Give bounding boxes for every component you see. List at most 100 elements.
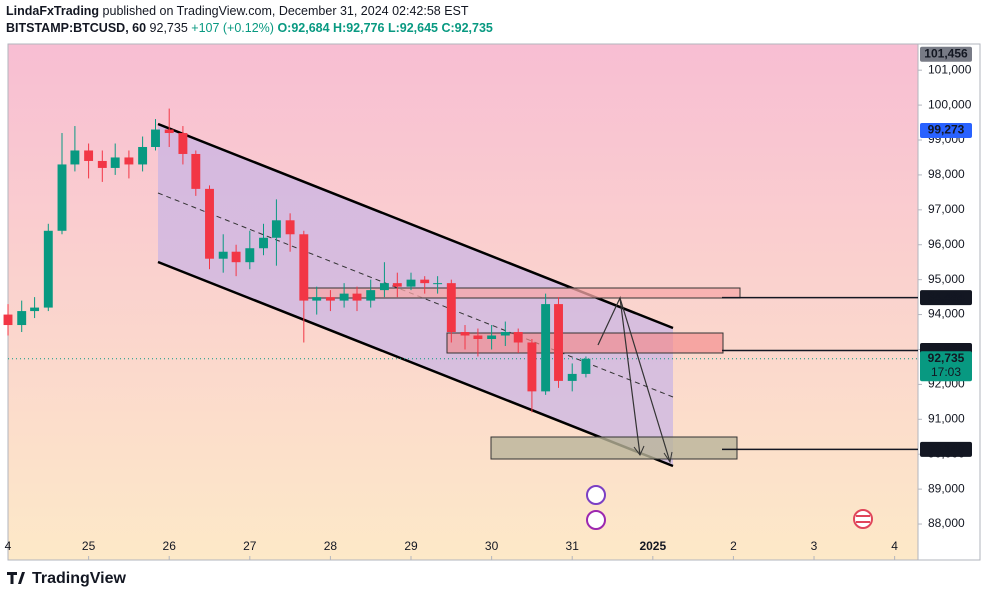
candle-body	[70, 150, 80, 165]
candle-body	[285, 220, 295, 235]
candle-body	[581, 358, 591, 374]
zone-upper	[299, 287, 741, 299]
candle-body	[124, 157, 134, 165]
price-label: 94,484	[928, 290, 965, 304]
candle-body	[271, 220, 281, 238]
candle-body	[110, 157, 120, 168]
x-tick-label: 2	[730, 539, 737, 553]
y-tick-label: 100,000	[928, 97, 972, 111]
candle-body	[366, 290, 376, 301]
candle-body	[164, 129, 174, 134]
candle-body	[30, 307, 40, 312]
candle-body	[84, 150, 94, 161]
candle-body	[299, 234, 309, 301]
x-tick-label: 4	[5, 539, 12, 553]
candle-body	[191, 153, 201, 189]
event-icon[interactable]	[586, 485, 606, 505]
header-line-1: LindaFxTrading published on TradingView.…	[6, 4, 469, 18]
symbol: BITSTAMP:BTCUSD, 60	[6, 21, 146, 35]
y-tick-label: 95,000	[928, 272, 965, 286]
channel-lower	[157, 260, 674, 468]
x-tick-label: 3	[811, 539, 818, 553]
price-label-box	[920, 290, 972, 306]
logo: TradingView	[7, 570, 127, 587]
price-label-box	[920, 46, 972, 62]
price-label: 101,456	[924, 46, 968, 60]
x-tick-label: 26	[163, 539, 177, 553]
x-tick-label: 25	[82, 539, 96, 553]
arrow-path-2	[619, 297, 671, 463]
y-tick-label: 96,000	[928, 237, 965, 251]
publisher: LindaFxTrading	[6, 4, 99, 18]
y-tick-label: 97,000	[928, 202, 965, 216]
candle-body	[43, 230, 53, 308]
candle-body	[460, 332, 470, 336]
candle-body	[231, 251, 241, 263]
candle-body	[57, 164, 67, 231]
x-tick-label: 4	[891, 539, 898, 553]
price-label: 99,273	[928, 123, 965, 137]
flag-icon[interactable]	[853, 509, 873, 529]
price-label: 92,735	[928, 351, 965, 365]
candle-body	[473, 335, 483, 340]
candle-body	[245, 248, 255, 263]
published: published on TradingView.com, December 3…	[103, 4, 469, 18]
x-tick-label: 29	[404, 539, 418, 553]
candle-body	[567, 373, 577, 381]
price-label-box	[920, 351, 972, 382]
header-line-2: BITSTAMP:BTCUSD, 60 92,735 +107 (+0.12%)…	[6, 21, 493, 35]
candle-body	[138, 146, 148, 165]
candle-body	[446, 283, 456, 333]
candle-body	[379, 283, 389, 291]
x-tick-label: 31	[566, 539, 580, 553]
candle-body	[487, 335, 497, 340]
price-countdown: 17:03	[931, 365, 961, 379]
arrow-head-1	[633, 445, 645, 456]
projection	[586, 295, 873, 530]
candle-body	[500, 332, 510, 336]
price-label-box	[920, 122, 972, 138]
candle-body	[178, 133, 188, 154]
candle-body	[527, 342, 537, 392]
candle-body	[513, 332, 523, 343]
y-tick-label: 88,000	[928, 516, 965, 530]
event-icon[interactable]	[586, 510, 606, 530]
logo-icon	[7, 572, 25, 584]
ohlc: O:92,684 H:92,776 L:92,645 C:92,735	[277, 21, 492, 35]
y-tick-label: 94,000	[928, 307, 965, 321]
candle-body	[420, 279, 430, 284]
candle-body	[218, 251, 228, 259]
candles	[3, 108, 591, 413]
arrow-head-2	[663, 451, 673, 464]
candle-body	[312, 297, 322, 301]
candle-body	[325, 297, 335, 301]
candle-body	[554, 304, 563, 381]
candle-body	[151, 129, 160, 147]
x-tick-label: 2025	[639, 539, 666, 553]
zone-lower	[490, 436, 738, 460]
candle-body	[3, 314, 13, 326]
y-tick-label: 91,000	[928, 411, 965, 425]
x-tick-label: 28	[324, 539, 338, 553]
candle-body	[352, 293, 362, 301]
change: +107 (+0.12%)	[191, 21, 274, 35]
y-tick-label: 101,000	[928, 62, 972, 76]
candle-body	[17, 311, 27, 326]
candle-body	[205, 188, 214, 259]
logo-text: TradingView	[32, 570, 127, 587]
candle-body	[392, 283, 402, 287]
candle-body	[406, 279, 416, 287]
x-tick-label: 30	[485, 539, 499, 553]
candle-body	[541, 304, 551, 392]
chart-frame	[7, 43, 981, 561]
price: 92,735	[150, 21, 188, 35]
candle-body	[97, 160, 107, 168]
y-tick-label: 89,000	[928, 481, 965, 495]
price-label: 90,140	[928, 441, 965, 455]
candle-body	[339, 293, 349, 301]
x-tick-label: 27	[243, 539, 257, 553]
y-tick-label: 98,000	[928, 167, 965, 181]
candle-body	[259, 237, 268, 249]
